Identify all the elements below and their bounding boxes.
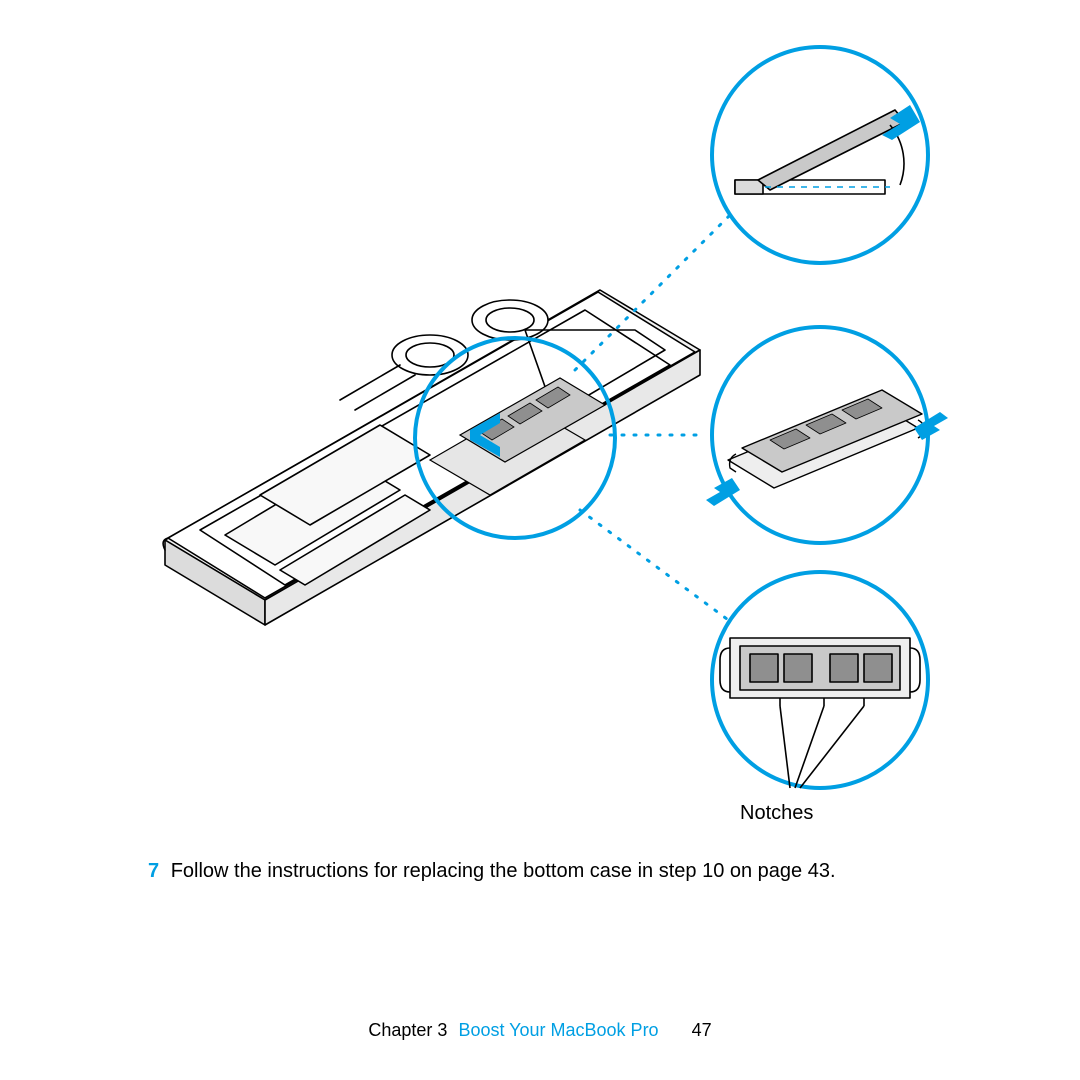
notches-label: Notches xyxy=(740,802,813,825)
memory-install-diagram xyxy=(130,40,950,820)
manual-page: Notches 7 Follow the instructions for re… xyxy=(0,0,1080,1080)
step-text: Follow the instructions for replacing th… xyxy=(171,860,836,882)
chapter-label: Chapter 3 xyxy=(368,1020,447,1040)
page-footer: Chapter 3 Boost Your MacBook Pro 47 xyxy=(0,1020,1080,1041)
detail-top xyxy=(712,47,928,263)
detail-bottom xyxy=(712,572,928,788)
laptop-base xyxy=(163,290,700,625)
fan-2 xyxy=(472,300,548,340)
page-number: 47 xyxy=(692,1020,712,1040)
instruction-step: 7 Follow the instructions for replacing … xyxy=(148,858,948,885)
detail-middle xyxy=(706,327,948,543)
chapter-title: Boost Your MacBook Pro xyxy=(458,1020,658,1040)
step-number: 7 xyxy=(148,860,159,882)
